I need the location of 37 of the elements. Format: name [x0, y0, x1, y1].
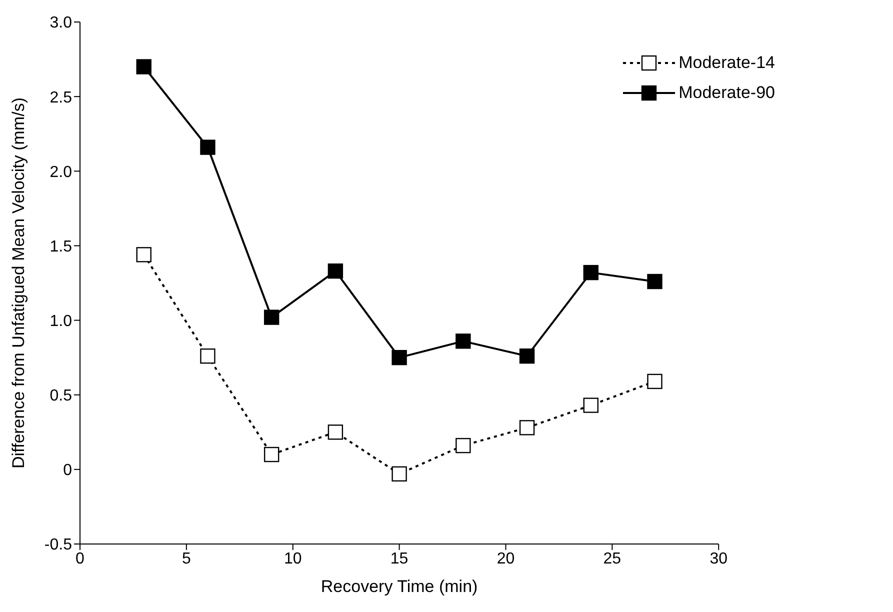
- x-tick-label: 15: [390, 550, 408, 568]
- y-tick-label: 1.0: [50, 312, 72, 330]
- x-tick-label: 5: [182, 550, 191, 568]
- point: [456, 438, 471, 454]
- legend-label: Moderate-90: [678, 83, 775, 103]
- point: [392, 350, 407, 366]
- point: [583, 264, 598, 280]
- y-tick-label: 2.0: [50, 164, 72, 181]
- point: [200, 348, 216, 364]
- y-tick-label: 1.5: [50, 238, 72, 256]
- point: [136, 59, 152, 74]
- y-tick-label: -0.5: [44, 536, 72, 554]
- point: [136, 247, 152, 262]
- point: [264, 310, 280, 325]
- point: [328, 424, 344, 440]
- point: [647, 374, 662, 390]
- x-tick-label: 30: [710, 550, 728, 568]
- x-axis-title: Recovery Time (min): [320, 577, 478, 596]
- y-tick-label: 3.0: [50, 14, 72, 32]
- y-axis-title: Difference from Unfatigued Mean Velocity (mm/s): [9, 98, 28, 468]
- point: [264, 446, 280, 462]
- point: [328, 263, 344, 279]
- y-tick-label: 2.5: [50, 89, 72, 106]
- x-tick-label: 20: [496, 550, 515, 568]
- point: [519, 420, 535, 436]
- point: [456, 334, 471, 349]
- point: [647, 274, 662, 290]
- x-tick-label: 10: [284, 550, 302, 568]
- point: [583, 398, 598, 413]
- x-tick-label: 25: [603, 550, 622, 568]
- point: [200, 140, 216, 155]
- point: [392, 466, 407, 482]
- y-tick-label: 0: [63, 462, 72, 480]
- point: [519, 348, 535, 364]
- x-tick-label: 0: [76, 550, 85, 568]
- y-tick-label: 0.5: [50, 388, 72, 405]
- legend-label: Moderate-14: [678, 53, 775, 73]
